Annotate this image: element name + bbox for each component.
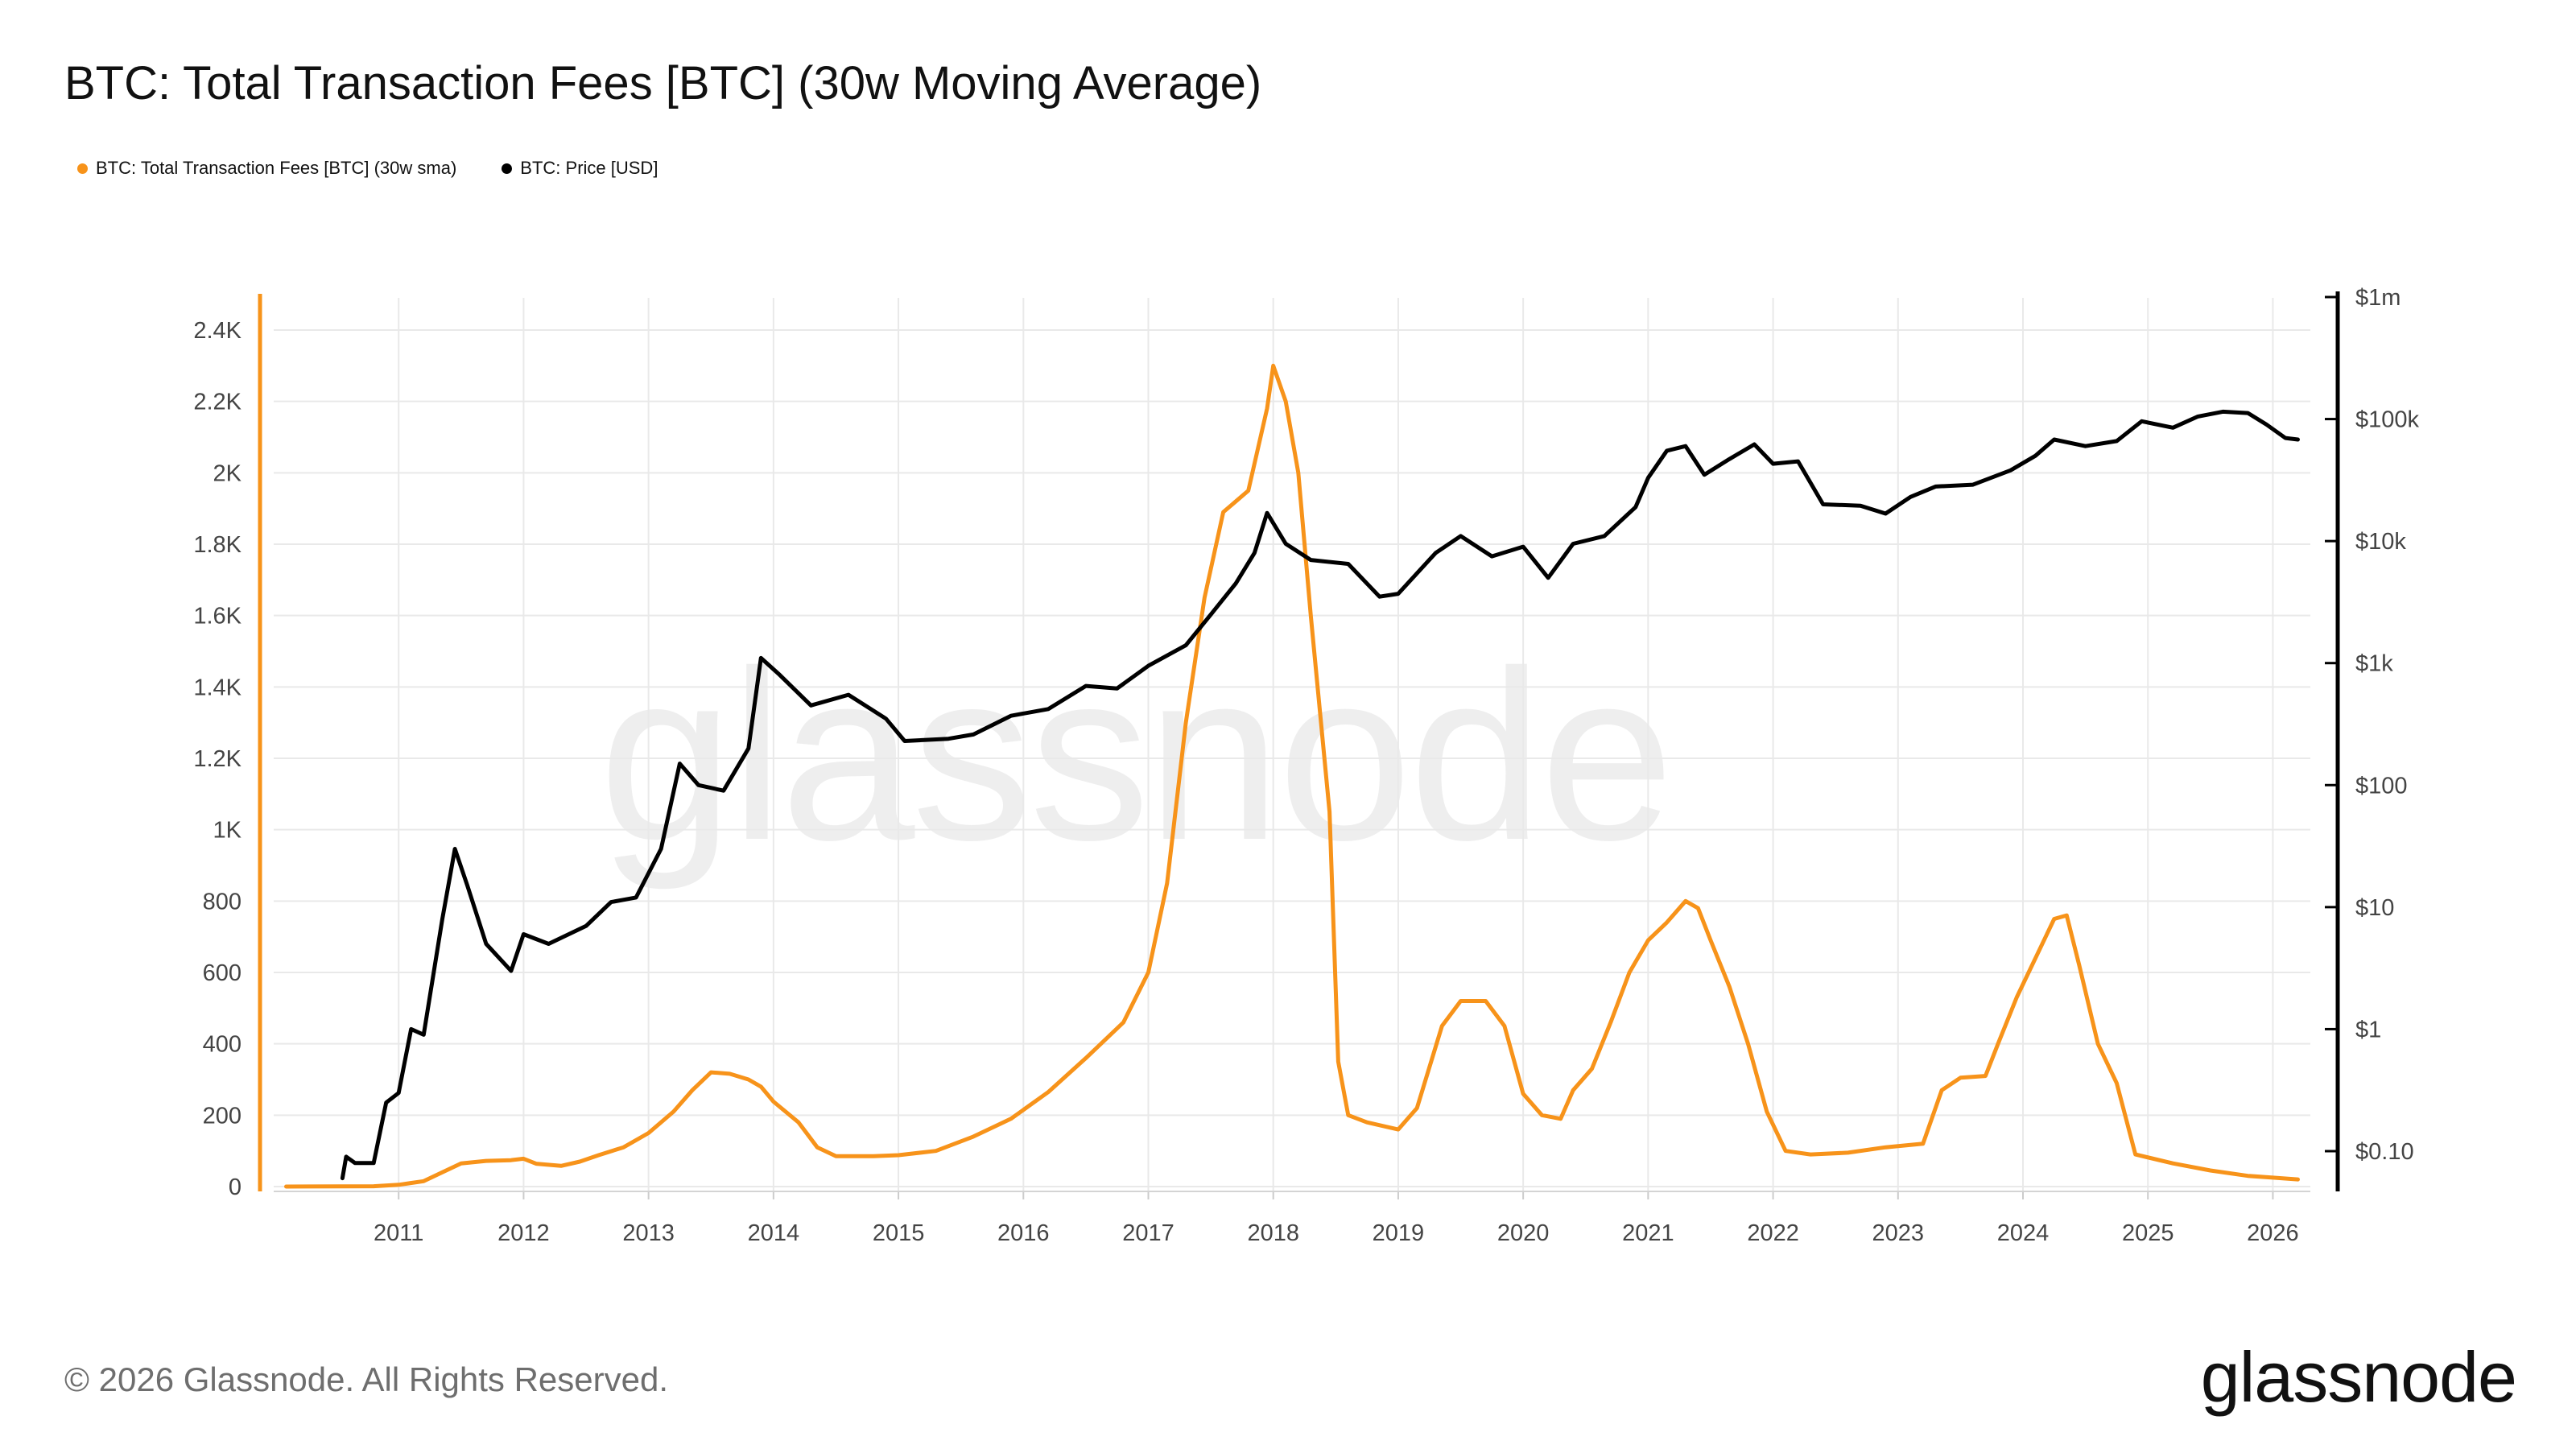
right-tick-label: $1k xyxy=(2355,651,2393,677)
right-tick-label: $1 xyxy=(2355,1017,2381,1042)
x-tick-label: 2022 xyxy=(1747,1220,1799,1246)
left-tick-label: 1.6K xyxy=(193,604,242,630)
left-tick-label: 2K xyxy=(213,460,242,486)
x-tick-label: 2015 xyxy=(873,1220,925,1246)
x-tick-label: 2017 xyxy=(1122,1220,1174,1246)
x-tick-label: 2020 xyxy=(1497,1220,1550,1246)
legend-dot-price xyxy=(502,163,513,174)
x-tick-label: 2011 xyxy=(374,1220,423,1246)
x-tick-label: 2019 xyxy=(1373,1220,1425,1246)
x-tick-label: 2012 xyxy=(497,1220,550,1246)
left-tick-label: 2.2K xyxy=(193,390,242,415)
left-tick-label: 1K xyxy=(213,818,242,844)
x-tick-label: 2026 xyxy=(2247,1220,2299,1246)
left-tick-label: 1.2K xyxy=(193,746,242,772)
x-tick-label: 2025 xyxy=(2122,1220,2174,1246)
copyright-footer: © 2026 Glassnode. All Rights Reserved. xyxy=(64,1360,669,1398)
left-tick-label: 1.8K xyxy=(193,532,242,558)
chart-legend: BTC: Total Transaction Fees [BTC] (30w s… xyxy=(77,158,703,179)
right-tick-label: $100 xyxy=(2355,773,2408,799)
left-tick-label: 1.4K xyxy=(193,675,242,700)
right-tick-label: $0.10 xyxy=(2355,1139,2414,1165)
legend-label-fees: BTC: Total Transaction Fees [BTC] (30w s… xyxy=(96,158,457,178)
glassnode-logo: glassnode xyxy=(2200,1337,2517,1417)
left-tick-label: 600 xyxy=(203,960,242,986)
x-tick-label: 2021 xyxy=(1622,1220,1674,1246)
legend-item-fees[interactable]: BTC: Total Transaction Fees [BTC] (30w s… xyxy=(77,158,456,179)
series-line-price[interactable] xyxy=(340,409,2300,1181)
x-tick-label: 2014 xyxy=(748,1220,800,1246)
x-tick-label: 2013 xyxy=(622,1220,675,1246)
right-tick-label: $100k xyxy=(2355,407,2420,433)
legend-dot-fees xyxy=(77,163,88,174)
left-tick-label: 200 xyxy=(203,1103,242,1129)
legend-label-price: BTC: Price [USD] xyxy=(520,158,658,178)
left-tick-label: 0 xyxy=(229,1174,242,1200)
chart-title: BTC: Total Transaction Fees [BTC] (30w M… xyxy=(64,57,1262,109)
left-tick-label: 2.4K xyxy=(193,318,242,344)
right-tick-label: $1m xyxy=(2355,285,2401,311)
x-tick-label: 2016 xyxy=(997,1220,1050,1246)
series-line-fees[interactable] xyxy=(284,363,2300,1189)
right-tick-label: $10 xyxy=(2355,895,2394,921)
legend-item-price[interactable]: BTC: Price [USD] xyxy=(502,158,658,179)
left-tick-label: 800 xyxy=(203,889,242,914)
right-tick-label: $10k xyxy=(2355,529,2406,555)
x-tick-label: 2018 xyxy=(1247,1220,1299,1246)
x-tick-label: 2023 xyxy=(1872,1220,1925,1246)
left-tick-label: 400 xyxy=(203,1032,242,1058)
x-tick-label: 2024 xyxy=(1997,1220,2050,1246)
